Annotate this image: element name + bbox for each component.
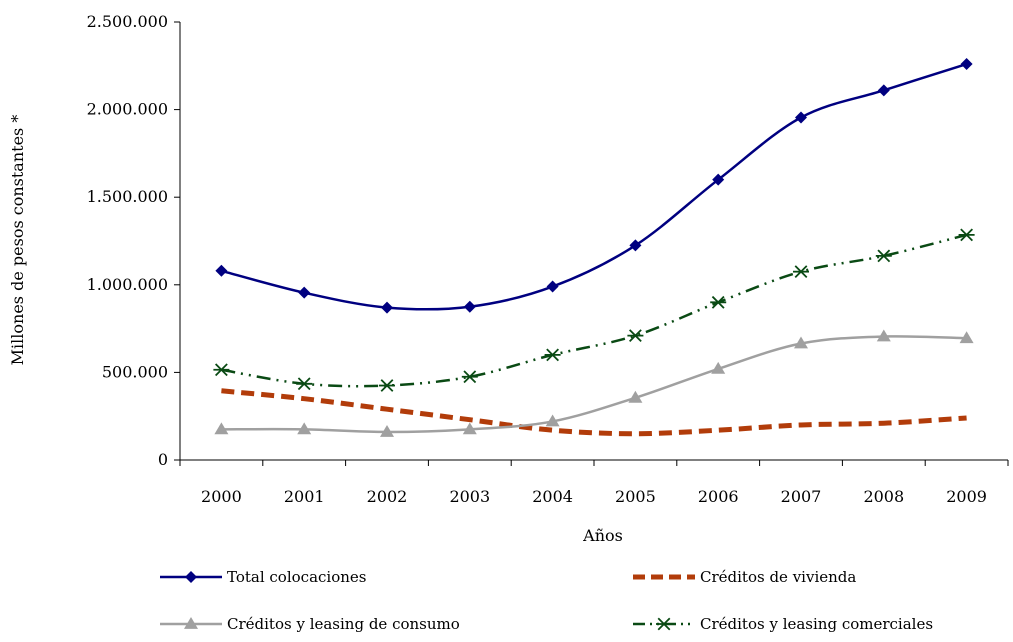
data-point [795, 111, 807, 124]
series-1 [215, 58, 973, 314]
legend: Total colocaciones Créditos de vivienda Cr… [160, 568, 933, 633]
x-tick-label: 2003 [449, 487, 490, 506]
data-point [214, 422, 229, 435]
legend-item: Créditos de vivienda [633, 568, 856, 586]
star-marker-stroke [380, 379, 394, 392]
legend-label: Créditos y leasing comerciales [700, 615, 933, 633]
y-axis-title: Millones de pesos constantes * [8, 115, 27, 366]
data-point [544, 348, 561, 362]
x-tick-label: 2005 [615, 487, 656, 506]
legend-label: Créditos de vivienda [700, 568, 856, 586]
star-marker-stroke [463, 370, 477, 384]
y-tick-label: 2.500.000 [87, 12, 168, 31]
star-marker-stroke [657, 617, 671, 631]
legend-item: Créditos y leasing de consumo [160, 615, 460, 633]
data-point [712, 173, 725, 186]
legend-marker [184, 617, 198, 629]
data-point [628, 390, 643, 403]
data-point [298, 286, 311, 299]
series-4 [213, 228, 975, 392]
legend-item: Total colocaciones [160, 568, 366, 586]
data-point [794, 336, 808, 349]
x-axis-title: Años [582, 526, 623, 545]
data-point [876, 329, 891, 342]
star-marker-stroke [629, 329, 642, 343]
data-point [463, 300, 476, 313]
series-2 [221, 388, 967, 437]
x-tick-label: 2001 [284, 487, 325, 506]
star-marker-stroke [711, 295, 725, 309]
series-line [221, 388, 967, 437]
data-point [213, 363, 230, 377]
star-marker-stroke [215, 363, 228, 377]
x-tick-label: 2007 [781, 487, 822, 506]
series-3 [214, 329, 974, 437]
data-point [711, 361, 726, 374]
data-point [793, 265, 809, 279]
data-point [877, 84, 890, 97]
series-line [221, 233, 967, 388]
legend-label: Créditos y leasing de consumo [227, 615, 460, 633]
legend-marker [185, 571, 197, 583]
data-point [959, 331, 974, 344]
series-line [221, 335, 967, 434]
data-point [380, 424, 394, 437]
legend-item: Créditos y leasing comerciales [633, 615, 933, 633]
star-marker-stroke [877, 249, 891, 263]
y-tick-label: 0 [158, 450, 168, 469]
data-point [546, 280, 559, 293]
star-marker-stroke [960, 228, 973, 242]
data-point [629, 239, 642, 252]
data-point [381, 301, 393, 314]
x-tick-label: 2002 [367, 487, 408, 506]
legend-label: Total colocaciones [227, 568, 366, 586]
data-point [875, 249, 892, 263]
data-point [215, 264, 228, 277]
series-line [221, 62, 967, 311]
x-tick-label: 2008 [863, 487, 904, 506]
data-point [462, 422, 477, 435]
data-point [627, 329, 644, 343]
data-point [960, 58, 973, 71]
y-tick-label: 2.000.000 [87, 100, 168, 119]
data-point [545, 414, 560, 427]
star-marker-stroke [297, 377, 311, 391]
star-marker-stroke [794, 265, 808, 279]
y-tick-label: 1.000.000 [87, 275, 168, 294]
x-tick-label: 2009 [946, 487, 987, 506]
data-point [461, 370, 478, 384]
x-tick-label: 2006 [698, 487, 739, 506]
x-tick-label: 2004 [532, 487, 573, 506]
legend-marker [656, 617, 672, 631]
data-point [297, 422, 312, 435]
data-point [958, 228, 975, 242]
series-layer [213, 58, 975, 437]
x-tick-label: 2000 [201, 487, 242, 506]
y-tick-label: 1.500.000 [87, 187, 168, 206]
data-point [710, 295, 727, 309]
star-marker-stroke [546, 348, 559, 362]
y-tick-label: 500.000 [102, 362, 168, 381]
data-point [296, 377, 313, 391]
data-point [379, 379, 395, 392]
axes: 0 500.000 1.000.000 1.500.000 2.000.000 2.500… [87, 12, 1009, 506]
